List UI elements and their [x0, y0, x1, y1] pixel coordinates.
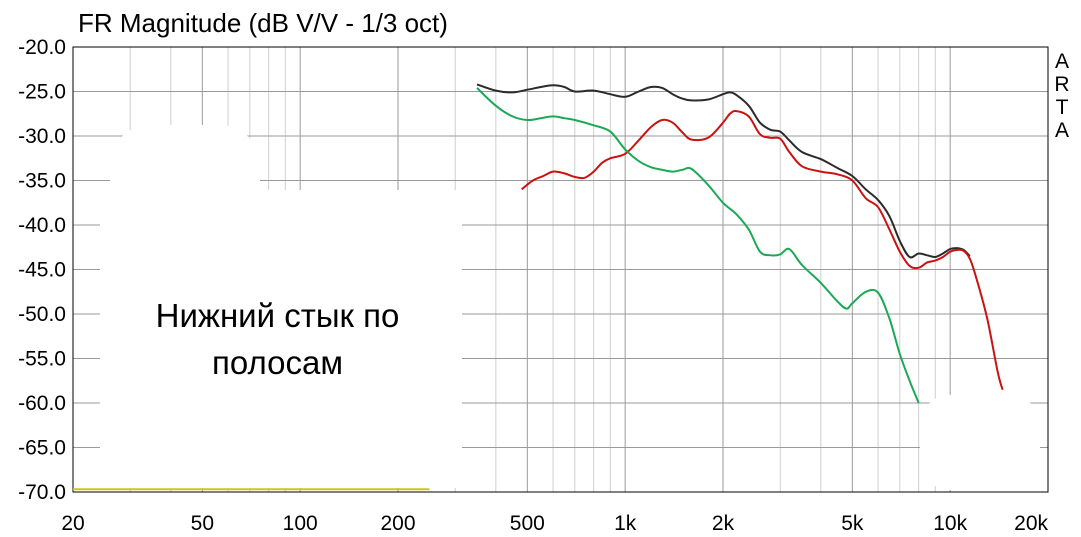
- y-tick-label: -50.0: [18, 303, 66, 326]
- series-layer: [72, 83, 1004, 491]
- brand-letter: A: [1054, 50, 1069, 73]
- y-tick-label: -35.0: [18, 170, 66, 193]
- chart-annotation: Нижний стык по полосам: [120, 292, 435, 386]
- y-tick-label: -60.0: [18, 392, 66, 415]
- erased-area: [100, 190, 462, 488]
- brand-label: A R T A: [1052, 50, 1072, 142]
- brand-letter: A: [1054, 119, 1069, 142]
- y-tick-label: -30.0: [18, 125, 66, 148]
- y-tick-label: -55.0: [18, 348, 66, 371]
- series-line-3: [476, 87, 920, 404]
- series-line-1: [476, 83, 971, 259]
- chart-title: FR Magnitude (dB V/V - 1/3 oct): [78, 8, 448, 38]
- brand-letter: R: [1054, 73, 1070, 96]
- x-tick-label: 2k: [712, 512, 735, 535]
- brand-letter: T: [1055, 96, 1069, 119]
- y-tick-label: -25.0: [18, 81, 66, 104]
- x-tick-label: 20k: [1014, 512, 1048, 535]
- x-tick-label: 200: [380, 512, 415, 535]
- y-tick-label: -65.0: [18, 437, 66, 460]
- series-line-2: [520, 109, 1004, 390]
- y-axis-ticks: -20.0 -25.0 -30.0 -35.0 -40.0 -45.0 -50.0 -55.0…: [18, 36, 66, 504]
- x-tick-label: 500: [510, 512, 545, 535]
- erased-area-top: [110, 125, 260, 193]
- erased-area-right: [920, 395, 1040, 490]
- x-axis-ticks: 20 50 100 200 500 1k 2k 5k 10k 20k: [61, 512, 1048, 535]
- y-tick-label: -45.0: [18, 259, 66, 282]
- y-tick-label: -40.0: [18, 214, 66, 237]
- x-tick-label: 1k: [614, 512, 637, 535]
- annotation-line-2: полосам: [211, 344, 344, 381]
- y-tick-label: -70.0: [18, 481, 66, 504]
- y-tick-label: -20.0: [18, 36, 66, 59]
- x-tick-label: 10k: [933, 512, 967, 535]
- annotation-line-1: Нижний стык по: [155, 297, 400, 334]
- x-tick-label: 100: [283, 512, 318, 535]
- plot-frame: [72, 46, 1049, 493]
- x-tick-label: 5k: [841, 512, 864, 535]
- x-tick-label: 20: [61, 512, 84, 535]
- x-tick-label: 50: [191, 512, 214, 535]
